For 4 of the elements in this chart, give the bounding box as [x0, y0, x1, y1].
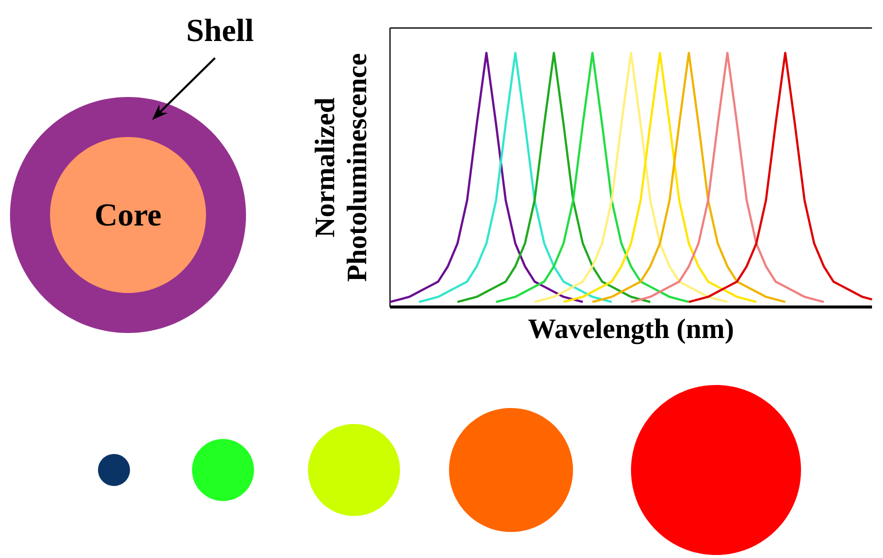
y-axis-title: Normalized Photoluminescence: [314, 54, 366, 282]
text: Core: [96, 204, 161, 226]
x-axis-title: Wavelength (nm): [528, 318, 733, 344]
text: Shell: [188, 18, 254, 42]
